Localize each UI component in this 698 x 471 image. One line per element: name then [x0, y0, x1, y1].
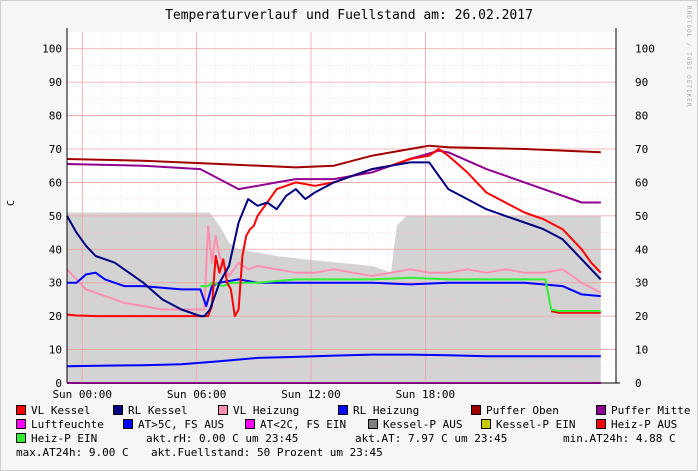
series-line-at-5c-fs-aus	[66, 353, 601, 368]
legend-swatch	[16, 419, 26, 429]
legend-item-vl-heizung: VL Heizung	[218, 404, 299, 418]
legend-swatch	[16, 405, 26, 415]
legend-label: AT>5C, FS AUS	[138, 418, 225, 431]
legend-item-puffer-oben: Puffer Oben	[471, 404, 559, 418]
y-tick-label-left: 100	[42, 43, 62, 56]
legend-swatch	[245, 419, 255, 429]
y-tick-label-right: 40	[635, 243, 648, 256]
legend-swatch	[596, 419, 606, 429]
legend-item-puffer-mitte: Puffer Mitte	[596, 404, 690, 418]
legend-item-rl-heizung: RL Heizung	[338, 404, 419, 418]
legend-label: Heiz-P EIN	[31, 432, 98, 445]
legend-label: AT<2C, FS EIN	[260, 418, 347, 431]
series-line-vl-kessel	[66, 148, 602, 318]
info-min-at24h: min.AT24h: 4.88 C	[563, 432, 676, 445]
legend-label: RL Kessel	[128, 404, 188, 417]
y-tick-label-left: 20	[49, 310, 62, 323]
legend-label: VL Kessel	[31, 404, 91, 417]
y-tick-label-left: 40	[49, 243, 62, 256]
legend-item-kessel-p-aus: Kessel-P AUS	[368, 418, 462, 432]
y-tick-label-right: 30	[635, 277, 648, 290]
series-area-fuellstand	[67, 212, 601, 383]
y-tick-label-left: 0	[55, 377, 62, 390]
legend-swatch	[338, 405, 348, 415]
y-tick-label-left: 30	[49, 277, 62, 290]
legend-swatch	[368, 419, 378, 429]
y-tick-label-left: 70	[49, 143, 62, 156]
y-tick-label-right: 0	[635, 377, 642, 390]
y-tick-label-right: 90	[635, 76, 648, 89]
legend-item-vl-kessel: VL Kessel	[16, 404, 91, 418]
y-tick-label-left: 60	[49, 176, 62, 189]
legend-swatch	[471, 405, 481, 415]
legend-label: Kessel-P EIN	[496, 418, 576, 431]
x-tick-label: Sun 00:00	[52, 388, 112, 401]
legend-swatch	[218, 405, 228, 415]
legend-item-luftfeuchte: Luftfeuchte	[16, 418, 104, 432]
series-line-puffer-oben	[66, 144, 601, 169]
info-fuellstand: akt.Fuellstand: 50 Prozent um 23:45	[151, 446, 383, 459]
y-tick-label-left: 50	[49, 210, 62, 223]
info-akt-at: akt.AT: 7.97 C um 23:45	[355, 432, 508, 445]
series-line-vl-heizung	[66, 224, 602, 311]
legend-item-rl-kessel: RL Kessel	[113, 404, 188, 418]
legend-label: Puffer Oben	[486, 404, 559, 417]
y-tick-label-left: 10	[49, 344, 62, 357]
legend-item-heiz-p-aus: Heiz-P AUS	[596, 418, 677, 432]
x-tick-label: Sun 06:00	[167, 388, 227, 401]
legend-label: Puffer Mitte	[611, 404, 691, 417]
series-line-heiz-p-aus	[550, 310, 601, 314]
legend-swatch	[113, 405, 123, 415]
legend-label: Heiz-P AUS	[611, 418, 678, 431]
legend-swatch	[596, 405, 606, 415]
y-tick-label-left: 80	[49, 110, 62, 123]
chart-title: Temperaturverlauf und Fuellstand am: 26.…	[165, 8, 533, 23]
legend-item-at-gt5c: AT>5C, FS AUS	[123, 418, 224, 432]
y-tick-label-right: 80	[635, 110, 648, 123]
y-tick-label-right: 20	[635, 310, 648, 323]
info-max-at24h: max.AT24h: 9.00 C	[16, 446, 129, 459]
y-tick-label-right: 60	[635, 176, 648, 189]
y-tick-label-right: 50	[635, 210, 648, 223]
legend-item-at-lt2c: AT<2C, FS EIN	[245, 418, 346, 432]
legend-swatch	[123, 419, 133, 429]
watermark: RRDTOOL / TOBI OETIKER	[685, 6, 692, 108]
info-akt-rh: akt.rH: 0.00 C um 23:45	[146, 432, 299, 445]
legend-label: VL Heizung	[233, 404, 300, 417]
series-line-puffer-mitte	[66, 149, 601, 204]
y-tick-label-right: 70	[635, 143, 648, 156]
legend-label: RL Heizung	[353, 404, 420, 417]
y-tick-label-left: 90	[49, 76, 62, 89]
legend-item-kessel-p-ein: Kessel-P EIN	[481, 418, 575, 432]
x-tick-label: Sun 12:00	[281, 388, 341, 401]
legend-swatch	[16, 433, 26, 443]
y-tick-label-right: 10	[635, 344, 648, 357]
legend-label: Luftfeuchte	[31, 418, 104, 431]
y-tick-label-right: 100	[635, 43, 655, 56]
legend-label: Kessel-P AUS	[383, 418, 463, 431]
series-line-rl-kessel	[66, 161, 602, 318]
legend-swatch	[481, 419, 491, 429]
series-line-heiz-p-ein	[200, 276, 601, 313]
legend-item-heiz-p-ein: Heiz-P EIN	[16, 432, 97, 446]
x-tick-label: Sun 18:00	[396, 388, 456, 401]
